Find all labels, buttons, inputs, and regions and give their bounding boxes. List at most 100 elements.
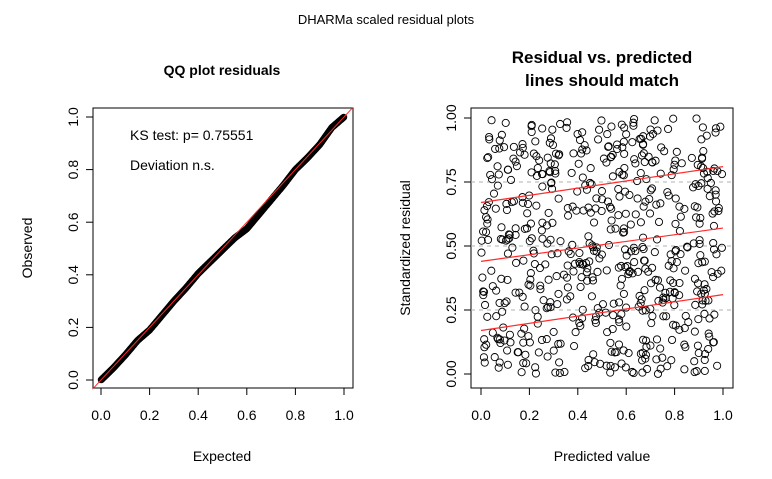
residual-point [642, 336, 651, 345]
residual-point [532, 171, 541, 180]
deviation-annotation: Deviation n.s. [130, 157, 215, 173]
residual-point [538, 218, 547, 227]
residual-point [607, 216, 616, 225]
residual-point [511, 224, 520, 233]
residual-point [569, 267, 578, 276]
residual-point [590, 358, 599, 367]
residual-point [598, 300, 608, 309]
residual-point [626, 220, 635, 229]
residual-point [518, 140, 527, 149]
residual-point [709, 238, 718, 248]
residual-point [578, 305, 587, 314]
residual-point [502, 297, 511, 306]
residual-point [537, 335, 547, 345]
residual-point [648, 263, 657, 272]
residual-point [483, 235, 493, 244]
residual-point [503, 360, 512, 369]
residual-point [670, 288, 679, 298]
residual-point [669, 278, 678, 287]
residual-point [481, 228, 491, 237]
residual-point [543, 153, 552, 162]
residual-point [619, 289, 628, 298]
residual-x-tick-label: 0.0 [471, 407, 491, 423]
residual-quantile-lines [480, 166, 724, 332]
residual-point [546, 134, 556, 143]
residual-point [621, 245, 630, 254]
residual-point [630, 115, 639, 124]
residual-point [656, 364, 665, 373]
residual-point [605, 202, 615, 211]
residual-point [525, 338, 534, 347]
residual-point [708, 209, 717, 218]
residual-point [511, 230, 520, 239]
residual-point [503, 165, 512, 174]
residual-point [566, 292, 575, 301]
residual-point [647, 319, 656, 328]
residual-point [641, 350, 651, 359]
residual-point [630, 155, 639, 164]
residual-point [533, 312, 542, 321]
residual-point [693, 287, 702, 296]
residual-point [689, 183, 698, 192]
residual-point [640, 157, 649, 167]
residual-point [549, 327, 558, 336]
residual-point [503, 346, 512, 355]
residual-point [698, 258, 707, 267]
residual-point [538, 124, 547, 133]
residual-point [480, 343, 489, 352]
residual-point [521, 350, 530, 359]
residual-point [603, 328, 612, 337]
residual-point [648, 184, 657, 193]
residual-point [696, 213, 705, 222]
residual-point [502, 199, 511, 208]
residual-point [591, 316, 600, 325]
residual-point [506, 338, 515, 347]
residual-point [636, 169, 645, 178]
residual-point [477, 236, 486, 245]
residual-point [555, 358, 564, 367]
residual-point [563, 283, 572, 292]
residual-point [668, 335, 677, 345]
residual-point [698, 123, 707, 132]
residual-point [479, 291, 488, 300]
residual-point [619, 224, 628, 233]
residual-point [656, 199, 665, 208]
residual-point [711, 186, 720, 195]
residual-point [549, 346, 558, 355]
residual-point [671, 156, 680, 165]
qq-point [340, 113, 348, 121]
residual-point [488, 282, 497, 291]
residual-point [687, 153, 696, 162]
residual-point [615, 298, 624, 307]
residual-point [652, 235, 662, 244]
residual-point [544, 303, 553, 312]
quantile-line-q75 [480, 166, 724, 204]
residual-point [578, 145, 587, 154]
residual-point [556, 237, 565, 246]
residual-point [694, 259, 703, 268]
residual-point [653, 369, 663, 378]
residual-point [483, 312, 492, 321]
residual-point [652, 335, 662, 344]
residual-point [492, 312, 501, 321]
residual-point [584, 355, 593, 365]
residual-point [480, 206, 489, 215]
residual-point [656, 169, 665, 178]
residual-point [520, 224, 529, 233]
residual-point [644, 267, 653, 276]
residual-point [495, 136, 504, 145]
qq-x-tick-label: 0.0 [91, 407, 111, 423]
residual-point [622, 251, 631, 260]
residual-x-axis-label: Predicted value [554, 448, 651, 464]
residual-point [697, 135, 706, 144]
residual-point [575, 257, 584, 267]
residual-point [554, 151, 563, 160]
residual-point [614, 263, 623, 272]
residual-point [603, 130, 612, 139]
residual-x-axis: 0.0 0.2 0.4 0.6 0.8 1.0 [471, 388, 733, 423]
residual-point [538, 182, 547, 191]
residual-point [485, 132, 494, 142]
residual-point [671, 194, 680, 203]
residual-point [495, 335, 504, 344]
